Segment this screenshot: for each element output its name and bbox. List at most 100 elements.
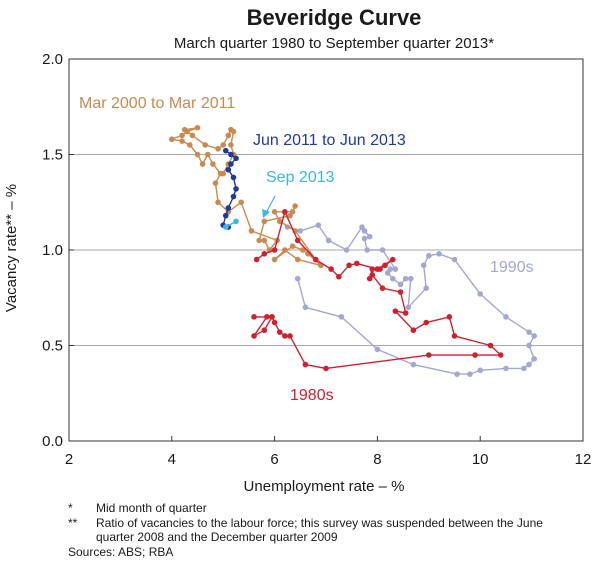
data-point-1980s	[276, 329, 283, 335]
x-tick-label: 8	[373, 451, 381, 468]
data-point-1980s	[410, 327, 417, 334]
x-tick-label: 10	[472, 451, 489, 468]
data-point-1990s	[366, 233, 373, 240]
data-point-mar-2000-to-mar-2011	[294, 256, 301, 263]
data-point-mar-2000-to-mar-2011	[215, 199, 221, 206]
data-point-1980s	[302, 361, 309, 368]
data-point-mar-2000-to-mar-2011	[189, 132, 196, 139]
data-point-1980s	[251, 333, 257, 339]
data-point-1990s	[387, 266, 394, 272]
footnote-mark: *	[68, 501, 73, 515]
data-point-1980s	[271, 247, 278, 253]
data-point-mar-2000-to-mar-2011	[220, 170, 226, 177]
data-point-mar-2000-to-mar-2011	[292, 203, 298, 209]
series-sep-2013	[222, 218, 239, 230]
data-point-mar-2000-to-mar-2011	[202, 142, 209, 148]
data-point-1980s	[366, 275, 373, 282]
y-tick-label: 0.5	[42, 338, 63, 355]
data-point-1980s	[446, 314, 453, 320]
data-point-1990s	[454, 371, 460, 377]
series-labels: Mar 2000 to Mar 2011 Jun 2011 to Jun 2013…	[79, 95, 534, 404]
data-point-1980s	[312, 256, 319, 263]
data-point-mar-2000-to-mar-2011	[271, 209, 278, 215]
data-point-jun-2011-to-jun-2013	[230, 174, 237, 181]
data-point-mar-2000-to-mar-2011	[228, 142, 234, 148]
data-point-1990s	[364, 247, 370, 253]
label-sep-2013: Sep 2013	[266, 169, 335, 186]
data-point-1990s	[294, 275, 301, 282]
data-point-1980s	[269, 314, 275, 320]
data-point-1990s	[526, 361, 532, 368]
chart-title: Beveridge Curve	[247, 5, 422, 30]
data-point-mar-2000-to-mar-2011	[225, 132, 232, 139]
data-point-1990s	[390, 275, 396, 282]
data-point-mar-2000-to-mar-2011	[194, 151, 201, 158]
data-point-1990s	[477, 367, 484, 374]
label-jun-2011-to-jun-2013: Jun 2011 to Jun 2013	[253, 132, 406, 149]
y-tick-label: 2.0	[42, 51, 63, 68]
sep-2013-arrow-head	[262, 209, 270, 218]
data-point-mar-2000-to-mar-2011	[289, 243, 296, 249]
x-tick-label: 6	[270, 451, 278, 468]
chart-subtitle: March quarter 1980 to September quarter …	[174, 35, 494, 52]
data-point-mar-2000-to-mar-2011	[194, 124, 201, 131]
data-point-1990s	[477, 291, 484, 297]
data-point-1980s	[253, 256, 260, 263]
data-point-1980s	[382, 262, 388, 269]
data-point-1980s	[390, 256, 396, 263]
data-point-1980s	[251, 314, 257, 320]
x-axis-label: Unemployment rate – %	[244, 478, 405, 495]
data-point-1990s	[521, 365, 527, 372]
data-point-1980s	[402, 310, 409, 316]
data-point-1980s	[397, 289, 404, 295]
y-tick-label: 1.0	[42, 242, 63, 259]
data-point-1990s	[503, 314, 509, 320]
data-point-1990s	[379, 247, 386, 253]
data-point-1980s	[294, 237, 301, 244]
data-point-1990s	[297, 228, 304, 234]
footnote-text: Ratio of vacancies to the labour force; …	[96, 515, 543, 545]
label-mar-2000-to-mar-2011: Mar 2000 to Mar 2011	[79, 95, 235, 112]
x-tick-label: 4	[168, 451, 176, 468]
data-point-1980s	[423, 319, 430, 326]
data-point-sep-2013	[222, 224, 229, 230]
y-tick-label: 0.0	[42, 433, 63, 450]
data-point-1980s	[287, 333, 293, 339]
data-point-jun-2011-to-jun-2013	[233, 186, 239, 192]
data-point-1990s	[436, 251, 442, 257]
data-point-1990s	[526, 342, 532, 349]
data-point-1980s	[282, 209, 288, 215]
data-point-1980s	[264, 314, 270, 320]
data-point-1980s	[261, 327, 268, 334]
data-point-jun-2011-to-jun-2013	[225, 205, 232, 211]
data-point-1980s	[374, 266, 381, 272]
data-point-sep-2013	[233, 218, 239, 225]
data-point-1990s	[531, 333, 537, 339]
data-point-1980s	[271, 319, 278, 326]
beveridge-chart: Beveridge Curve March quarter 1980 to Se…	[3, 5, 591, 495]
data-point-mar-2000-to-mar-2011	[256, 237, 262, 244]
data-point-mar-2000-to-mar-2011	[261, 237, 268, 244]
data-point-1990s	[451, 256, 458, 263]
data-point-1990s	[374, 346, 381, 353]
footnotes: * Mid month of quarter ** Ratio of vacan…	[68, 501, 566, 559]
footnote-mark: **	[68, 515, 78, 530]
data-point-jun-2011-to-jun-2013	[225, 166, 232, 173]
data-point-1980s	[472, 352, 478, 358]
data-point-jun-2011-to-jun-2013	[233, 155, 239, 162]
data-point-mar-2000-to-mar-2011	[271, 256, 278, 263]
data-point-mar-2000-to-mar-2011	[199, 161, 206, 167]
data-point-mar-2000-to-mar-2011	[220, 142, 226, 148]
data-point-1980s	[323, 365, 329, 372]
data-point-1990s	[343, 247, 350, 253]
footnote-text: Mid month of quarter	[96, 501, 207, 515]
data-point-1990s	[359, 224, 365, 230]
data-point-1990s	[392, 266, 399, 272]
series-1980s	[251, 209, 504, 372]
data-point-1990s	[467, 371, 473, 377]
y-tick-label: 1.5	[42, 147, 63, 164]
data-point-1980s	[379, 285, 386, 292]
data-point-1990s	[405, 304, 412, 311]
data-point-jun-2011-to-jun-2013	[222, 212, 229, 219]
data-point-1990s	[402, 275, 409, 282]
